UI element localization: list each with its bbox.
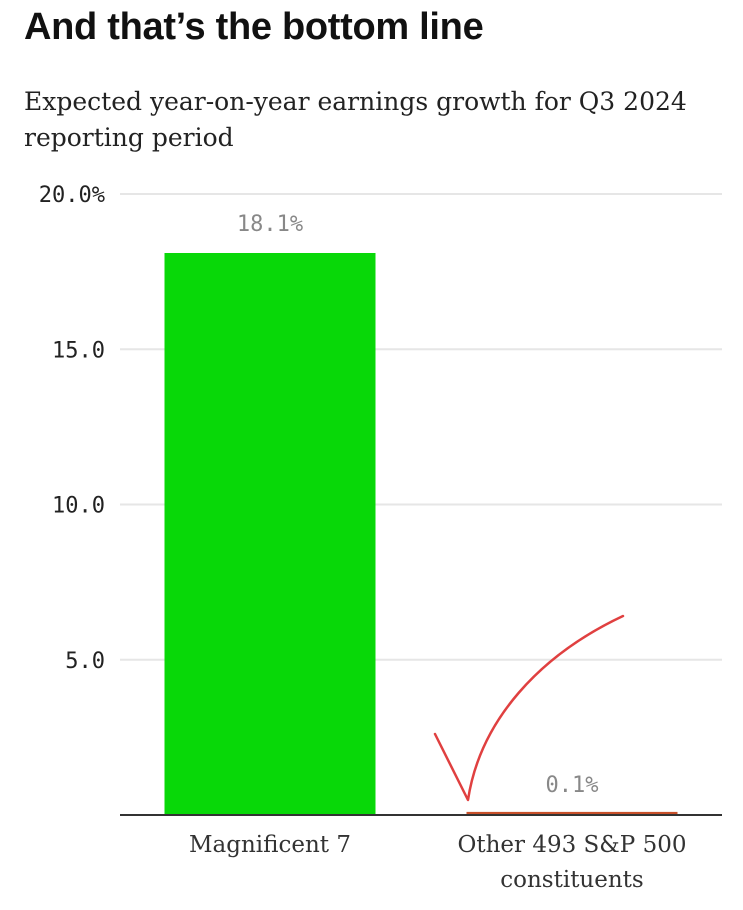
category-label: Magnificent 7 <box>189 832 351 858</box>
bar <box>466 811 678 815</box>
y-tick-label: 20.0% <box>39 183 105 208</box>
y-tick-label: 10.0 <box>52 494 105 519</box>
y-tick-label: 15.0 <box>52 338 105 363</box>
data-label: 18.1% <box>237 212 303 237</box>
y-tick-label: 5.0 <box>65 649 105 674</box>
bar <box>164 252 376 815</box>
category-label: constituents <box>500 867 643 893</box>
chart-subtitle: Expected year-on-year earnings growth fo… <box>24 87 687 152</box>
headline: And that’s the bottom line <box>24 6 484 48</box>
category-label: Other 493 S&P 500 <box>458 832 687 858</box>
data-label: 0.1% <box>546 773 599 798</box>
checkmark-annotation-icon <box>433 614 625 802</box>
